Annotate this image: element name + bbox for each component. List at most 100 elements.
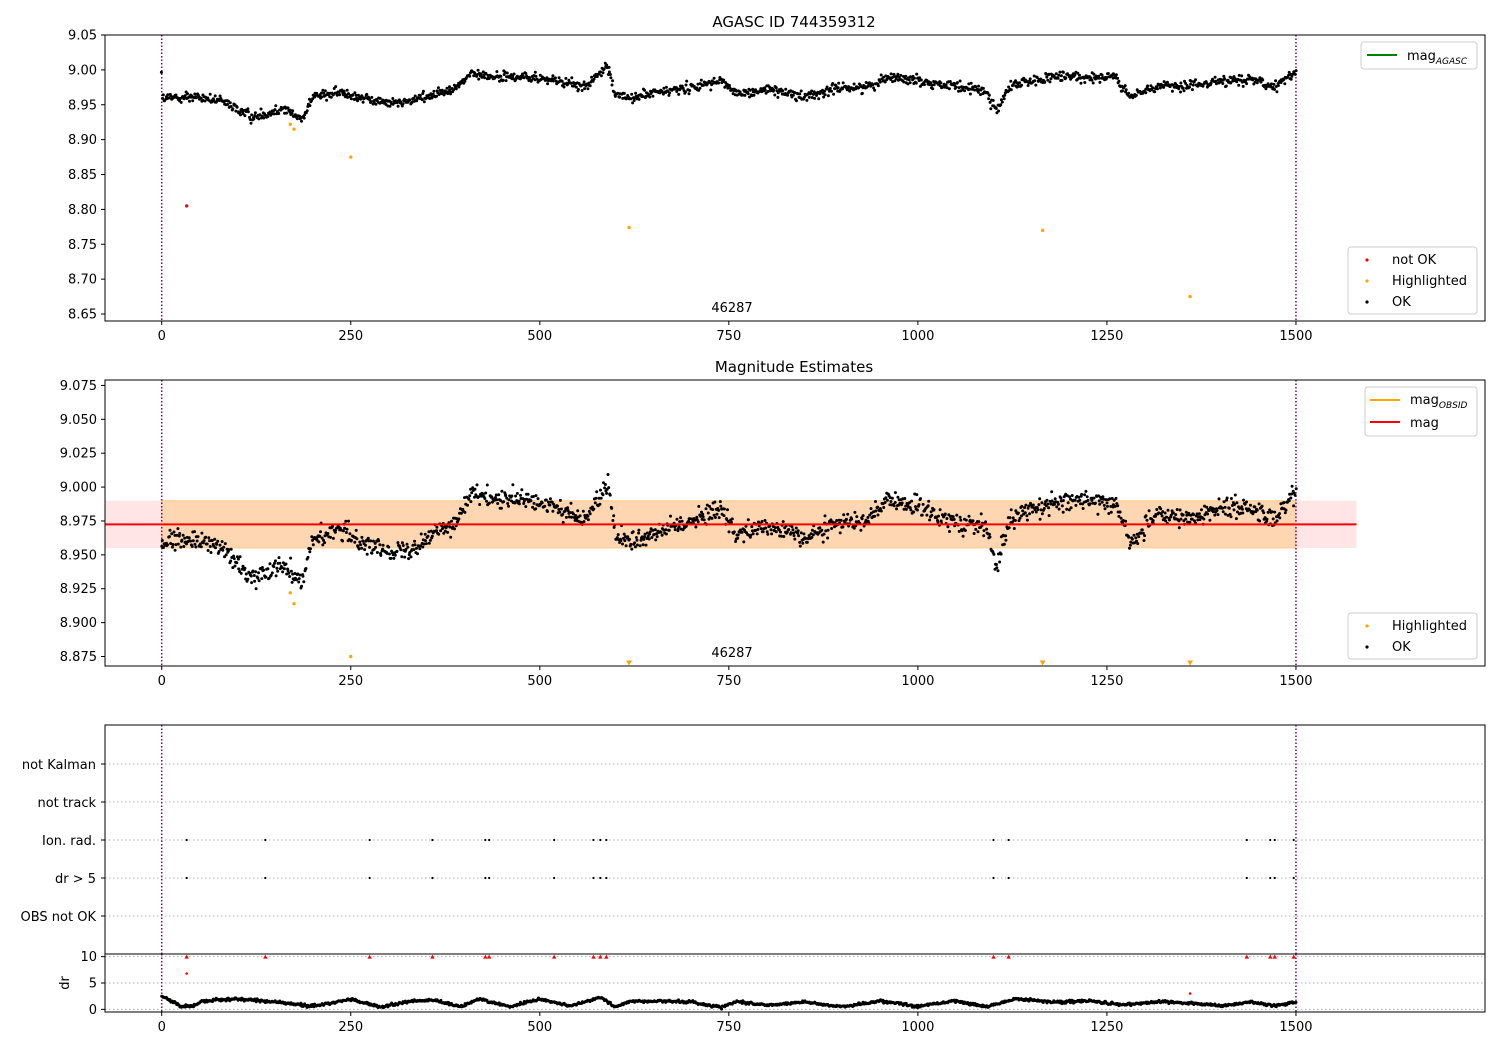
panel-flags-points: [185, 838, 1295, 880]
data-point-ok: [892, 504, 896, 508]
data-point-ok: [571, 512, 575, 516]
data-point-ok: [612, 90, 616, 94]
data-point-ok: [186, 92, 189, 96]
data-point-ok: [176, 542, 180, 546]
data-point-ok: [424, 539, 427, 543]
data-point-ok: [622, 91, 626, 95]
data-point-ok: [1128, 543, 1132, 547]
data-point-ok: [1011, 516, 1015, 520]
data-point-ok: [873, 514, 877, 518]
data-point-ok: [842, 513, 846, 517]
data-point-ok: [630, 547, 634, 551]
data-point-ok: [586, 514, 590, 518]
data-point-ok: [830, 527, 834, 530]
data-point-ok: [1227, 506, 1231, 510]
data-point-ok: [790, 525, 794, 529]
data-point-ok: [251, 569, 255, 573]
data-point-ok: [526, 492, 530, 496]
data-point-ok: [932, 83, 936, 87]
data-point-ok: [415, 99, 419, 103]
data-point-ok: [869, 507, 873, 511]
data-point-ok: [374, 545, 378, 549]
data-point-ok: [548, 503, 552, 507]
data-point-ok: [1237, 83, 1241, 87]
data-point-ok: [250, 581, 254, 585]
data-point-ok: [1221, 506, 1224, 510]
data-point-ok: [822, 532, 826, 536]
data-point-ok: [1159, 507, 1163, 511]
data-point-ok: [635, 538, 639, 542]
data-point-ok: [342, 89, 346, 93]
data-point-ok: [562, 85, 566, 89]
data-point-ok: [169, 542, 173, 545]
data-point-ok: [291, 109, 295, 113]
data-point-ok: [1200, 508, 1203, 512]
data-point-ok: [1259, 80, 1263, 84]
data-point-ok: [380, 101, 384, 105]
data-point-ok: [1102, 497, 1106, 501]
data-point-ok: [879, 509, 883, 513]
data-point-ok: [610, 83, 614, 87]
data-point-ok: [687, 519, 690, 523]
data-point-highlighted: [349, 155, 353, 159]
data-point-ok: [902, 507, 906, 511]
data-point-ok: [1024, 503, 1028, 507]
data-point-ok: [1151, 86, 1155, 90]
data-point-ok: [781, 89, 785, 93]
data-point-ok: [1056, 502, 1060, 506]
data-point-ok: [958, 79, 962, 83]
data-point-ok: [196, 535, 200, 539]
data-point-ok: [588, 512, 592, 516]
data-point-ok: [1096, 512, 1100, 516]
data-point-ok: [334, 85, 338, 89]
data-point-ok: [1057, 507, 1061, 511]
data-point-ok: [1206, 512, 1210, 516]
data-point-ok: [764, 91, 768, 95]
data-point-ok: [653, 528, 657, 532]
data-point-ok: [644, 543, 648, 547]
data-point-ok: [424, 542, 428, 546]
data-point-ok: [168, 528, 172, 532]
data-point-ok: [878, 507, 882, 511]
data-point-ok: [848, 89, 852, 93]
data-point-ok: [1061, 70, 1065, 74]
data-point-ok: [679, 516, 683, 520]
data-point-ok: [1021, 509, 1025, 513]
data-point-ok: [784, 87, 788, 91]
data-point-ok: [1181, 513, 1185, 517]
data-point-ok: [274, 104, 278, 108]
y-tick-label: 9.025: [60, 447, 97, 462]
flag-point: [185, 838, 188, 842]
data-point-ok: [213, 94, 217, 98]
panel-magnitude-legend-points: Highlighted OK: [1347, 612, 1478, 660]
data-point-ok: [643, 535, 646, 539]
data-point-ok: [1141, 531, 1145, 535]
panel-magnitude-y-ticks: 8.8758.9008.9258.9508.9759.0009.0259.050…: [60, 379, 105, 665]
data-point-ok: [1145, 518, 1149, 522]
data-point-ok: [1023, 511, 1027, 515]
data-point-ok: [221, 548, 225, 552]
panel-magnitude-obsid-lines: [160, 380, 1297, 666]
data-point-ok: [1190, 517, 1194, 521]
data-point-ok: [1016, 511, 1020, 515]
data-point-ok: [1049, 77, 1053, 81]
data-point-ok: [999, 552, 1003, 556]
data-point-ok: [347, 92, 350, 96]
data-point-ok: [1221, 82, 1225, 85]
data-point-ok: [1248, 508, 1252, 512]
data-point-ok: [310, 535, 314, 539]
y-tick-label: 8.80: [68, 203, 97, 218]
data-point-ok: [1235, 501, 1239, 505]
data-point-ok: [944, 83, 948, 87]
data-point-ok: [1053, 502, 1056, 506]
data-point-ok: [823, 93, 827, 97]
data-point-ok: [593, 501, 597, 505]
data-point-ok: [675, 90, 679, 93]
data-point-ok: [179, 100, 183, 104]
data-point-ok: [919, 497, 922, 501]
data-point-ok: [205, 542, 209, 546]
x-tick-label: 1250: [1090, 1020, 1123, 1035]
data-point-ok: [1175, 508, 1179, 511]
data-point-ok: [195, 539, 199, 543]
data-point-ok: [618, 95, 622, 99]
